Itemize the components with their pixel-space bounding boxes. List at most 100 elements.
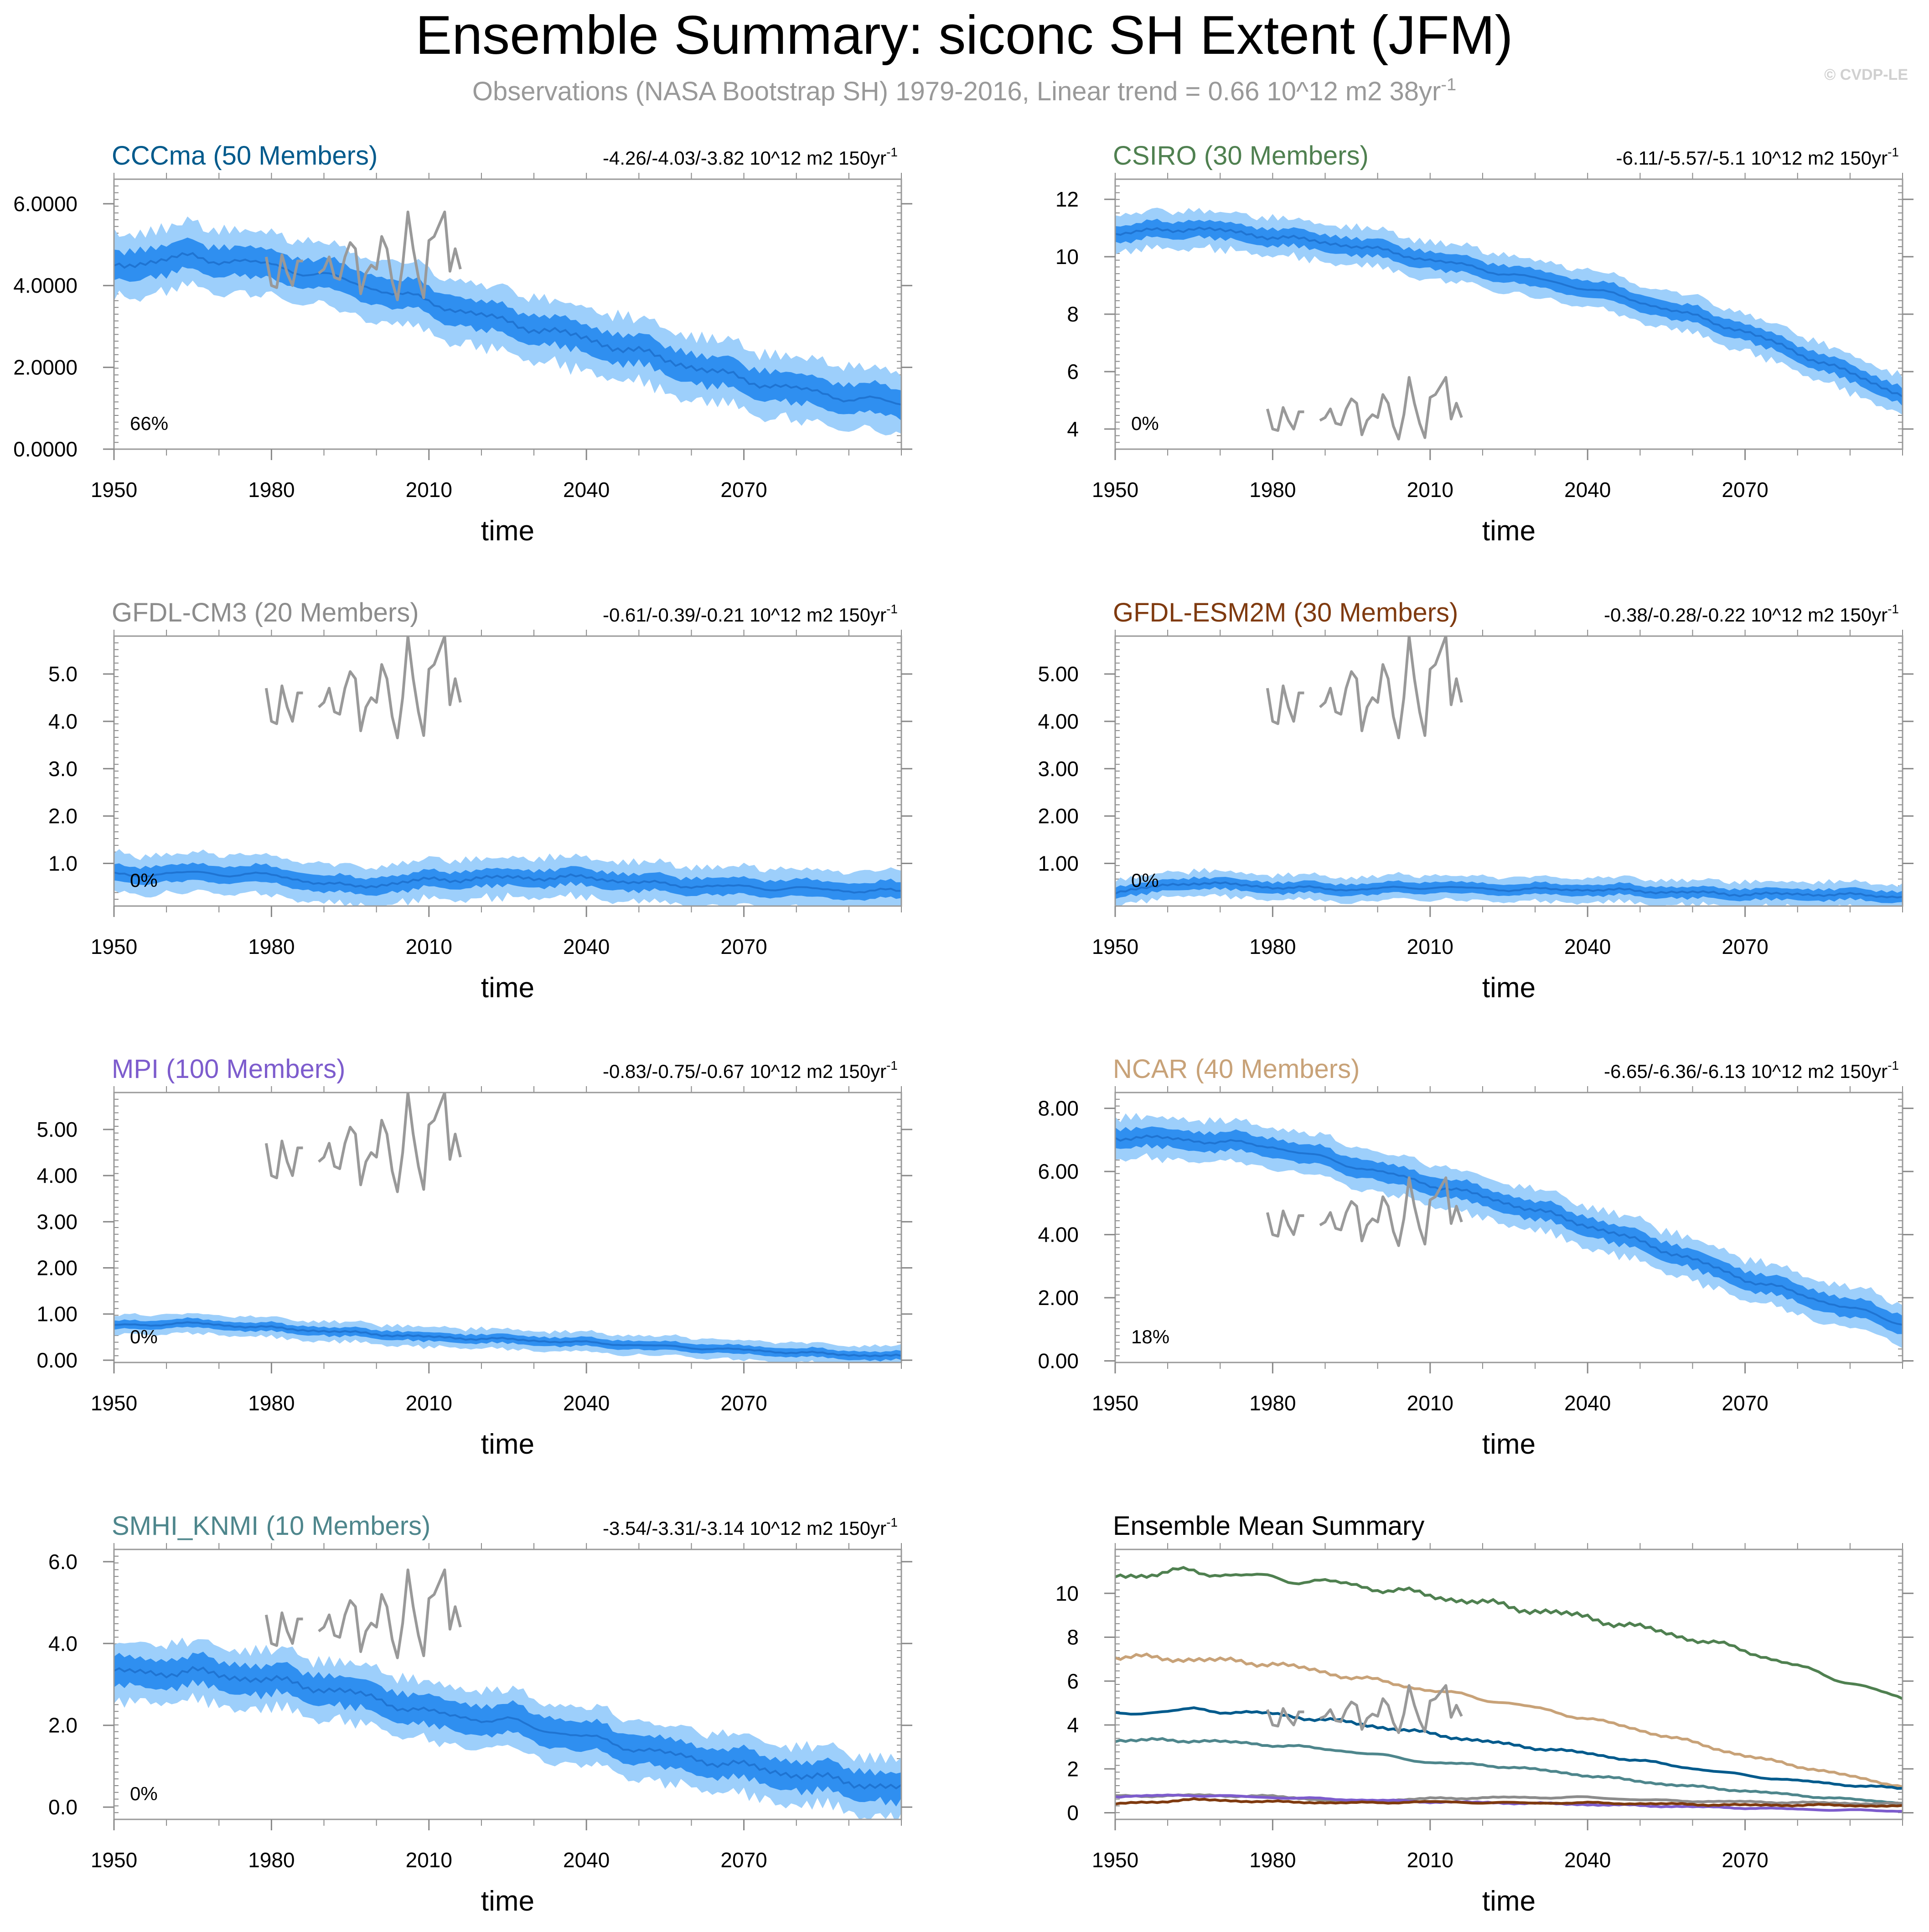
x-tick-label: 2010 [406,1391,452,1415]
x-axis-label: time [1482,1429,1536,1460]
series-CCCma [1115,1706,1903,1790]
panel-title: GFDL-CM3 (20 Members) [112,598,419,627]
x-tick-label: 2010 [406,478,452,502]
plot-data [1115,1566,1903,1813]
trend-label: -0.61/-0.39/-0.21 10^12 m2 150yr-1 [603,602,898,626]
series-ensemble-mean [1115,1134,1903,1326]
observations-line [317,636,462,740]
panel-1: 0.0000 2.0000 4.0000 6.0000 1950 1980 2010 2040… [13,141,912,547]
x-tick-label: 1980 [248,1391,295,1415]
plot-frame [1114,1549,1903,1820]
trend-sup: -1 [1888,602,1899,616]
trend-text: -0.61/-0.39/-0.21 10^12 m2 150yr [603,604,886,626]
panel-title: CCCma (50 Members) [112,141,378,171]
y-tick-label: 1.0 [48,852,78,875]
percent-label: 66% [130,413,168,434]
x-tick-label: 2040 [563,1848,610,1872]
y-tick-label: 2.00 [1038,1286,1079,1310]
observations-line [264,1611,303,1647]
spread-band-inner [114,238,901,421]
spread-band-inner [114,862,901,901]
x-tick-label: 1950 [1092,478,1138,502]
trend-text: -4.26/-4.03/-3.82 10^12 m2 150yr [603,147,886,169]
x-tick-label: 1950 [91,935,137,958]
plot-data [114,1093,901,1362]
y-tick-label: 1.00 [1038,852,1079,875]
plot-data [1115,636,1903,906]
observations-line [318,1568,462,1659]
percent-label: 0% [1131,413,1159,434]
observations-line [1266,1209,1304,1238]
figure-subtitle-sup: -1 [1441,75,1456,94]
y-tick-label: 0 [1067,1801,1079,1825]
y-tick-label: 2.0 [48,1714,78,1737]
plot-frame [113,1549,902,1820]
trend-text: -0.38/-0.28/-0.22 10^12 m2 150yr [1604,604,1888,626]
series-SMHI_KNMI [1115,1737,1903,1805]
panel-title: Ensemble Mean Summary [1113,1511,1424,1541]
x-tick-label: 1950 [91,1391,137,1415]
x-tick-label: 1980 [248,1848,295,1872]
x-tick-label: 2070 [720,478,767,502]
percent-label: 0% [1131,870,1159,891]
figure-subtitle-text: Observations (NASA Bootstrap SH) 1979-20… [472,77,1441,106]
y-tick-label: 0.00 [36,1348,78,1372]
x-tick-label: 1950 [91,1848,137,1872]
trend-sup: -1 [886,1515,898,1529]
y-tick-label: 6.00 [1038,1160,1079,1183]
y-tick-label: 0.0000 [13,437,78,461]
y-tick-label: 3.00 [1038,757,1079,781]
observations-line [318,1093,462,1193]
series-ensemble-mean [114,870,901,894]
x-axis-label: time [481,1429,534,1460]
series-ensemble-mean [114,1321,901,1357]
x-tick-label: 2070 [720,1391,767,1415]
trend-label: -3.54/-3.31/-3.14 10^12 m2 150yr-1 [603,1515,898,1539]
panel-title: CSIRO (30 Members) [1113,141,1369,171]
observations-line [1266,1707,1304,1728]
plot-data [1115,1113,1903,1348]
y-tick-label: 6.0 [48,1550,78,1574]
trend-label: -0.83/-0.75/-0.67 10^12 m2 150yr-1 [603,1058,898,1082]
plot-data [114,210,901,435]
y-tick-label: 4 [1067,1713,1079,1737]
trend-label: -4.26/-4.03/-3.82 10^12 m2 150yr-1 [603,145,898,169]
y-tick-label: 3.00 [36,1210,78,1233]
y-tick-label: 10 [1055,1581,1079,1605]
trend-text: -6.11/-5.57/-5.1 10^12 m2 150yr [1616,147,1888,169]
plot-data [114,1568,901,1819]
panel-8: 0 2 4 6 8 10 1950 1980 2010 2040 2070 time Ensemble … [1055,1511,1913,1917]
trend-text: -0.83/-0.75/-0.67 10^12 m2 150yr [603,1061,886,1082]
y-tick-label: 6.0000 [13,192,78,216]
x-tick-label: 2040 [1564,1848,1611,1872]
trend-text: -3.54/-3.31/-3.14 10^12 m2 150yr [603,1518,886,1539]
panel-3: 1.0 2.0 3.0 4.0 5.0 1950 1980 2010 2040 2070 time G… [48,598,912,1004]
spread-band-inner [1115,876,1903,903]
y-tick-label: 2.00 [36,1256,78,1280]
x-tick-label: 2070 [720,935,767,958]
x-axis-label: time [481,972,534,1004]
y-tick-label: 4 [1067,417,1079,441]
trend-text: -6.65/-6.36/-6.13 10^12 m2 150yr [1604,1061,1888,1082]
y-tick-label: 0.0 [48,1795,78,1819]
trend-sup: -1 [886,145,898,159]
plot-frame [1114,1092,1903,1363]
y-tick-label: 2.0 [48,804,78,828]
series-ensemble-mean [1115,226,1903,398]
y-tick-label: 4.0 [48,710,78,733]
y-tick-label: 5.0 [48,662,78,686]
observations-line [1319,376,1463,440]
x-tick-label: 1980 [248,478,295,502]
y-tick-label: 5.00 [1038,662,1079,686]
panel-title: NCAR (40 Members) [1113,1054,1360,1084]
y-tick-label: 3.0 [48,757,78,781]
panel-7: 0.0 2.0 4.0 6.0 1950 1980 2010 2040 2070 time SMHI… [48,1511,912,1917]
y-tick-label: 4.0 [48,1632,78,1655]
y-tick-label: 6 [1067,360,1079,383]
trend-sup: -1 [886,1058,898,1072]
x-tick-label: 2040 [1564,1391,1611,1415]
observations-line [1319,1684,1463,1734]
x-axis-label: time [481,515,534,547]
x-axis-label: time [1482,515,1536,547]
